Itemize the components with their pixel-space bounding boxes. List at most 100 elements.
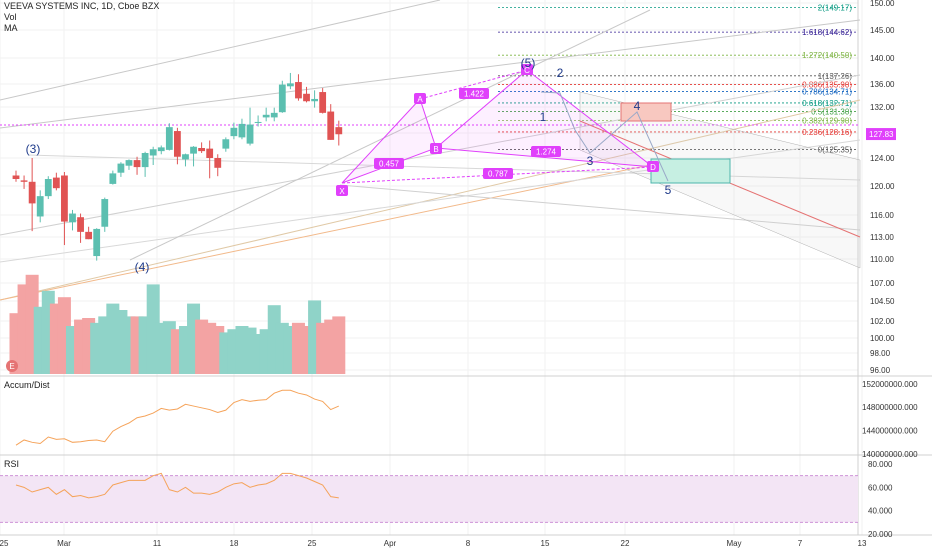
candle-body <box>174 131 181 157</box>
price-tick: 132.00 <box>870 103 895 112</box>
fib-label: 0.382(129.90) <box>802 117 852 126</box>
candle-body <box>125 160 133 166</box>
target-box-red <box>620 102 672 122</box>
candle <box>335 120 343 146</box>
accum-dist-title[interactable]: Accum/Dist <box>4 380 50 390</box>
candle <box>303 86 310 103</box>
rsi-pane: 80.000 60.000 40.000 20.000 <box>0 460 893 539</box>
candle <box>190 146 197 167</box>
wave-label: 1 <box>540 110 547 124</box>
price-tick: 96.00 <box>870 366 891 375</box>
candle-body <box>69 213 76 223</box>
point-b-label: B <box>433 145 438 154</box>
wave-label: (5) <box>521 56 536 70</box>
candle-body <box>20 180 28 182</box>
price-tick: 145.00 <box>870 26 895 35</box>
candle-body <box>206 148 214 158</box>
trendline <box>0 74 861 236</box>
price-tick: 102.00 <box>870 317 895 326</box>
time-tick: 13 <box>858 539 867 548</box>
time-tick: Apr <box>384 539 397 548</box>
candle-body <box>286 83 294 87</box>
candle <box>238 118 246 140</box>
candlestick-series <box>12 72 343 261</box>
candle <box>141 151 149 177</box>
ratio-bcd: 1.274 <box>536 148 557 157</box>
point-x-label: X <box>339 187 345 196</box>
candle <box>165 123 173 151</box>
candle-body <box>198 148 206 152</box>
earnings-badge-label: E <box>9 362 14 371</box>
candle <box>214 154 222 177</box>
volume-series: E <box>6 274 346 374</box>
accum-tick: 152000000.000 <box>862 380 918 389</box>
ratio-xad: 0.787 <box>488 170 509 179</box>
time-tick: 8 <box>466 539 471 548</box>
point-d-label-box <box>647 161 659 172</box>
price-axis[interactable]: 150.00145.00140.00136.00132.00128.00124.… <box>866 0 896 375</box>
elliott-wave-labels[interactable]: (3) (4) (5) 1 2 3 4 5 <box>26 56 672 274</box>
grid-lines <box>0 0 932 536</box>
point-a-label: A <box>417 95 423 104</box>
vol-indicator-label[interactable]: Vol <box>4 12 17 22</box>
candle-body <box>230 127 238 137</box>
fib-label: 0.5(131.30) <box>811 108 852 117</box>
candle <box>182 153 189 167</box>
candle-body <box>311 98 318 102</box>
rsi-band <box>0 475 858 523</box>
price-tick: 116.00 <box>870 211 894 220</box>
wave-label: 3 <box>587 154 594 168</box>
candle <box>85 226 93 240</box>
drawing-tools[interactable] <box>0 0 861 301</box>
fib-label: 0.886(135.90) <box>802 81 852 90</box>
point-c-label-box <box>521 64 533 75</box>
candle <box>149 146 157 165</box>
rsi-line <box>15 472 339 499</box>
candle-body <box>61 175 68 222</box>
candle-body <box>85 231 93 240</box>
accum-tick: 148000000.000 <box>862 403 918 412</box>
accum-tick: 144000000.000 <box>862 427 918 436</box>
candle-body <box>270 112 278 118</box>
candle-body <box>12 175 20 179</box>
candle-body <box>190 146 197 154</box>
wave-label: (3) <box>26 142 41 156</box>
point-x-label-box <box>336 185 348 196</box>
wave-path <box>540 91 669 182</box>
rsi-title[interactable]: RSI <box>4 459 20 469</box>
ma-indicator-label[interactable]: MA <box>4 23 18 33</box>
fib-retracement[interactable]: 2(149.17) 1.618(144.62) 1.272(140.50) 1(137… <box>498 3 858 155</box>
candle-body <box>254 121 262 123</box>
candle-body <box>141 153 149 168</box>
harmonic-pattern[interactable]: X A B C D 0.457 1.422 1.274 0.787 <box>336 64 659 196</box>
ratio-bcd-box <box>531 146 561 157</box>
wave-label: (4) <box>135 260 150 274</box>
harmonic-bcd <box>434 69 655 168</box>
candle <box>270 107 278 122</box>
current-price-tag <box>866 128 896 141</box>
candle-body <box>101 199 109 227</box>
rsi-tick: 60.000 <box>868 483 893 492</box>
accum-tick: 140000000.000 <box>862 450 918 459</box>
candle <box>93 228 101 261</box>
target-box-green <box>650 158 731 184</box>
time-tick: 22 <box>621 539 630 548</box>
candle-body <box>327 111 335 140</box>
time-tick: 11 <box>153 539 162 548</box>
price-tick: 110.00 <box>870 255 894 264</box>
price-tick: 113.00 <box>870 233 894 242</box>
candle <box>295 74 302 101</box>
trendline <box>0 0 441 101</box>
time-axis[interactable]: 25 Mar 11 18 25 Apr 8 15 22 May 7 13 <box>0 539 867 548</box>
candle <box>101 197 109 232</box>
candle-body <box>319 92 327 113</box>
candle <box>230 122 238 140</box>
candle <box>246 107 254 146</box>
symbol-title[interactable]: VEEVA SYSTEMS INC, 1D, Cboe BZX <box>4 1 160 11</box>
earnings-badge <box>6 360 18 372</box>
price-tick: 104.50 <box>870 297 895 306</box>
volume-bar <box>332 316 346 374</box>
candle <box>254 115 262 127</box>
